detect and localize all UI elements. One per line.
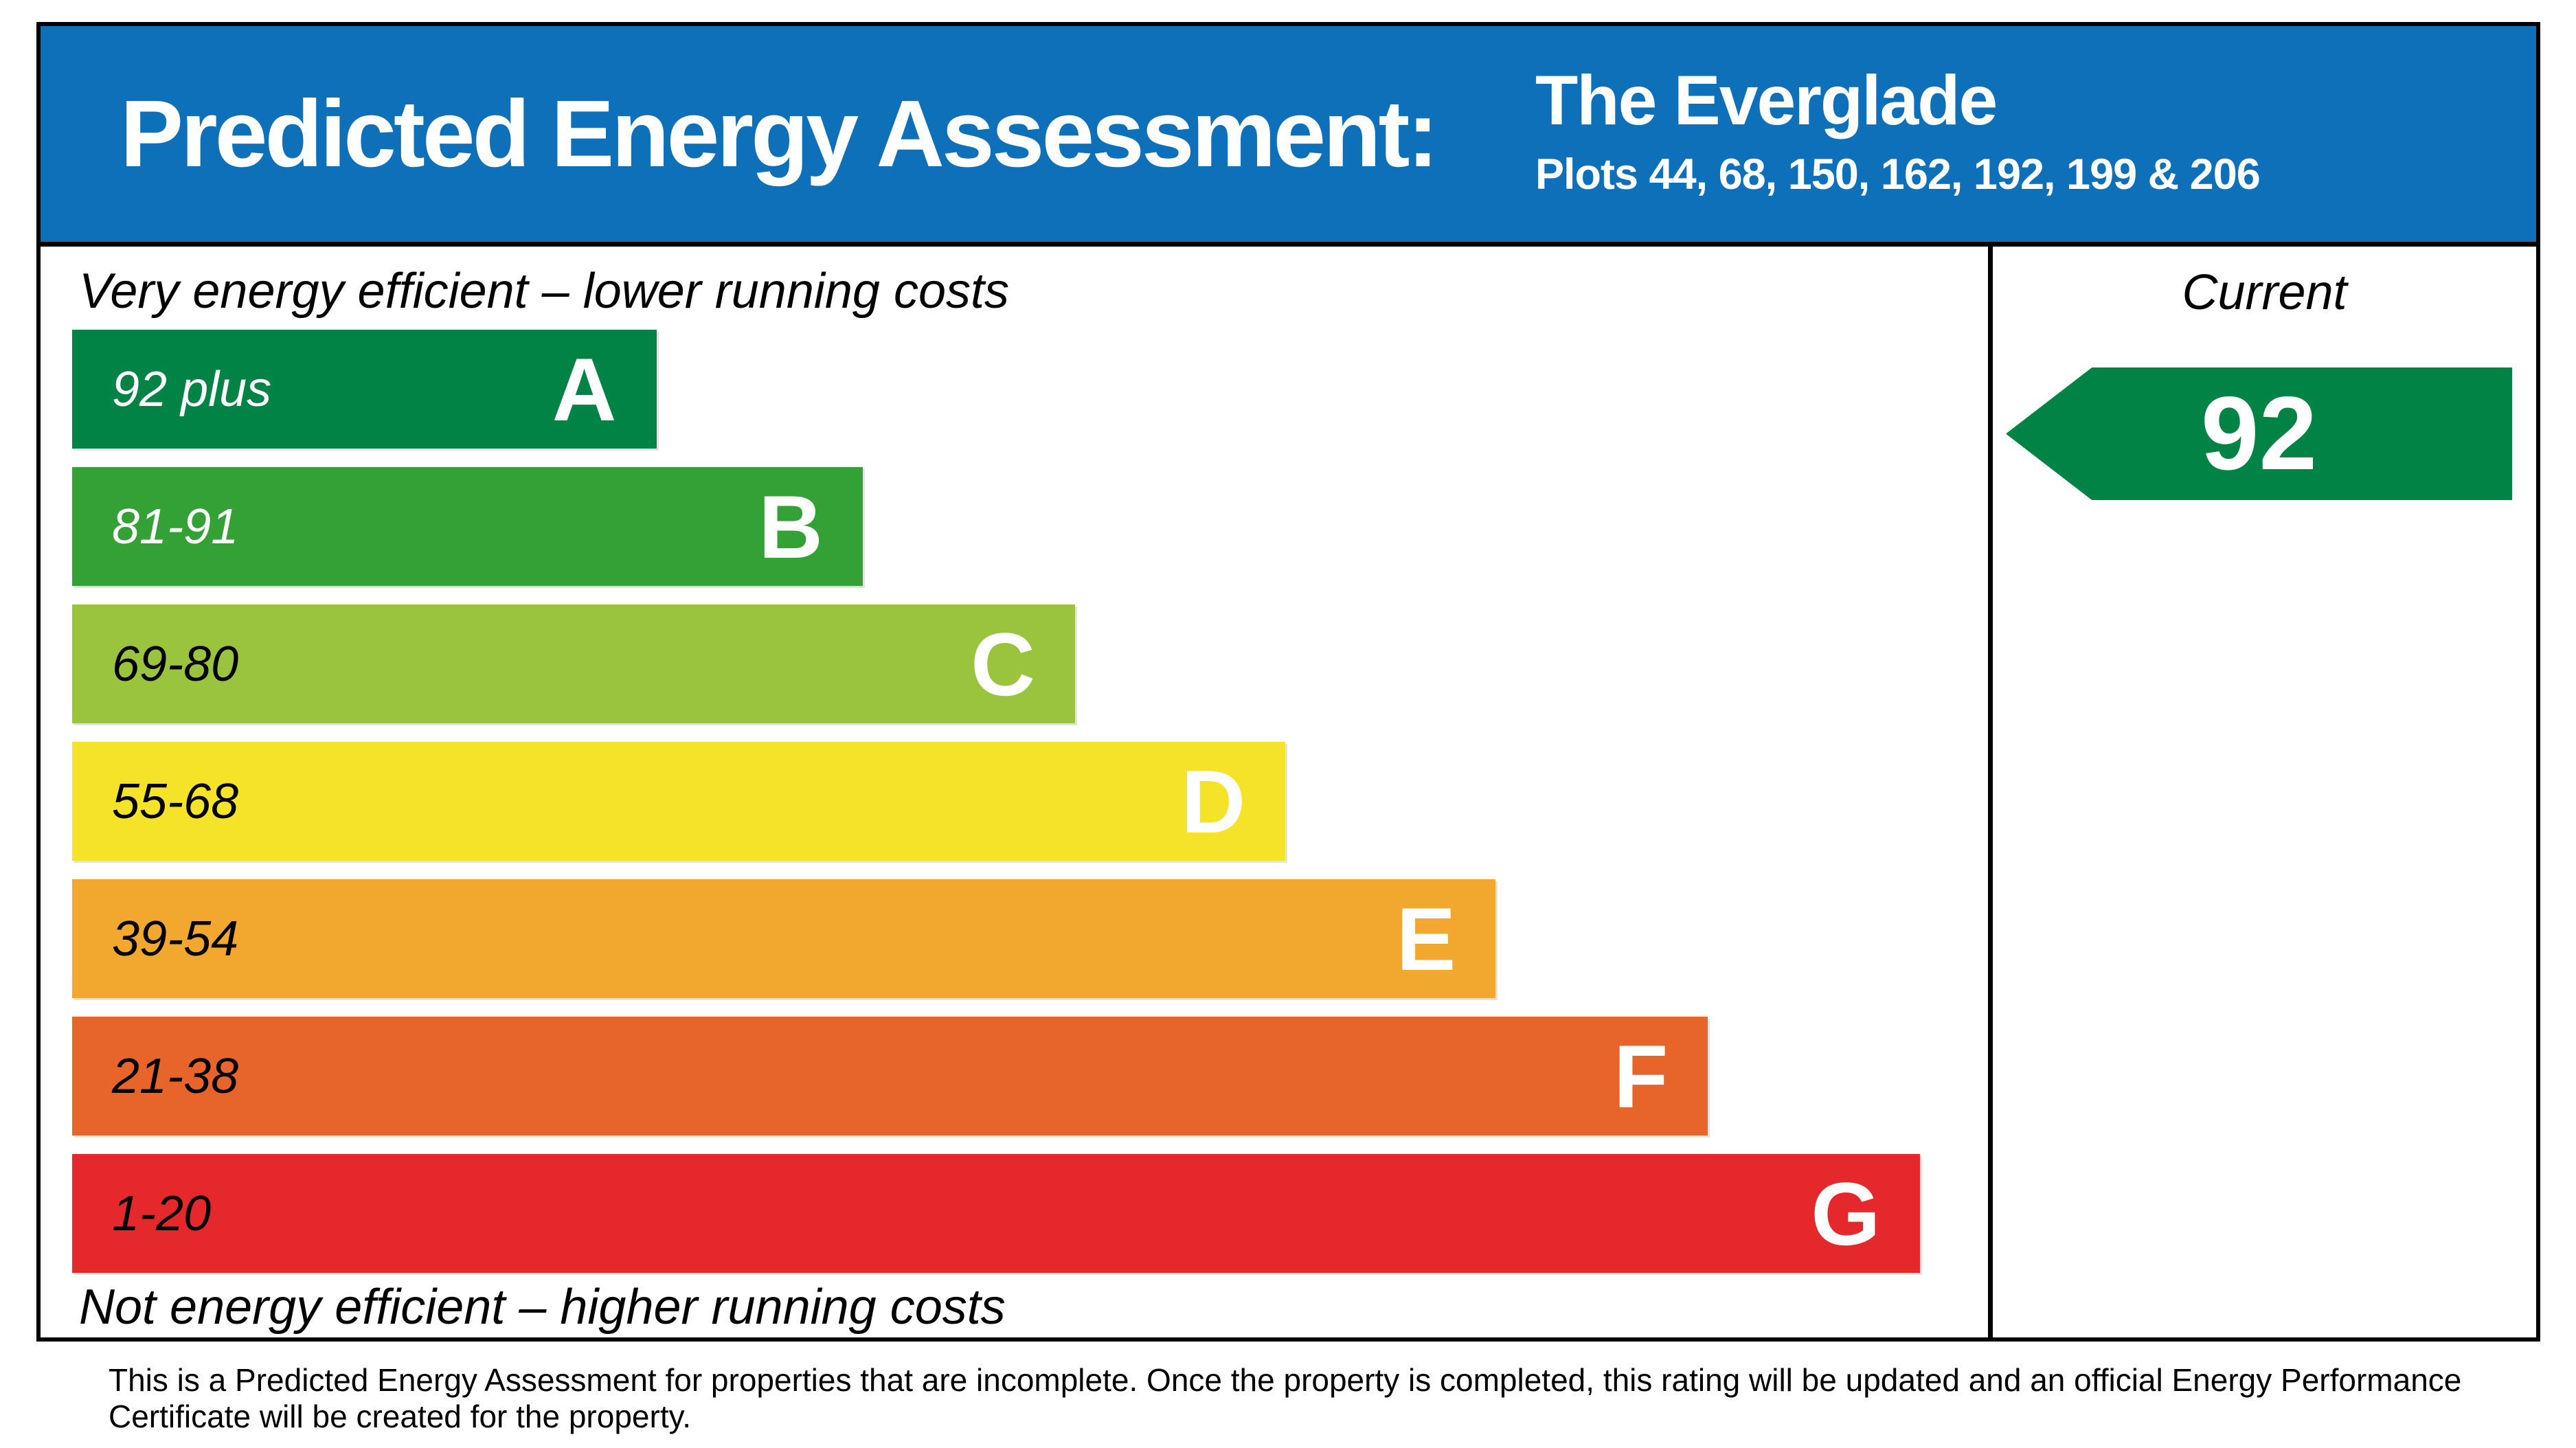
band-range-label: 92 plus [112, 361, 272, 417]
column-header-current: Current [2182, 265, 2347, 320]
current-rating-arrow: 92 [2006, 367, 2512, 500]
bands-panel: Very energy efficient – lower running co… [41, 247, 1988, 1337]
band-letter: B [758, 476, 823, 577]
band-letter: E [1396, 888, 1456, 989]
band-letter: C [971, 613, 1036, 714]
band-letter: G [1811, 1163, 1881, 1264]
certificate-header: Predicted Energy Assessment: The Evergla… [41, 26, 2536, 247]
band-row-c: 69-80 C [72, 604, 1076, 723]
band-range-label: 69-80 [112, 636, 239, 692]
band-row-a: 92 plus A [72, 330, 657, 449]
footer-text-line2: Certificate will be created for the prop… [109, 1399, 691, 1434]
certificate-box: Predicted Energy Assessment: The Evergla… [36, 22, 2540, 1342]
band-range-label: 55-68 [112, 773, 239, 829]
band-letter: A [552, 339, 617, 440]
band-letter: F [1613, 1026, 1669, 1127]
current-rating-panel: Current 92 [1993, 247, 2536, 1337]
band-range-label: 1-20 [112, 1186, 212, 1241]
panel-divider [1988, 247, 1993, 1337]
band-row-g: 1-20 G [72, 1154, 1921, 1273]
property-name: The Everglade [1535, 61, 1998, 139]
rating-chart: Very energy efficient – lower running co… [41, 247, 2536, 1337]
property-block: The Everglade Plots 44, 68, 150, 162, 19… [1535, 59, 2261, 201]
top-caption: Very energy efficient – lower running co… [79, 264, 1010, 319]
bottom-caption: Not energy efficient – higher running co… [79, 1280, 1006, 1335]
band-row-e: 39-54 E [72, 879, 1496, 998]
property-plots: Plots 44, 68, 150, 162, 192, 199 & 206 [1535, 150, 2261, 199]
band-row-f: 21-38 F [72, 1017, 1708, 1135]
band-range-label: 21-38 [112, 1048, 239, 1104]
band-letter: D [1181, 751, 1246, 852]
footer-text-line1: This is a Predicted Energy Assessment fo… [109, 1362, 2462, 1398]
current-rating-value: 92 [2200, 375, 2318, 492]
band-row-d: 55-68 D [72, 742, 1286, 861]
page-title: Predicted Energy Assessment: [120, 81, 1438, 187]
band-range-label: 81-91 [112, 499, 239, 554]
band-row-b: 81-91 B [72, 467, 863, 586]
footer-note: This is a Predicted Energy Assessment fo… [109, 1362, 2461, 1435]
band-range-label: 39-54 [112, 911, 239, 966]
